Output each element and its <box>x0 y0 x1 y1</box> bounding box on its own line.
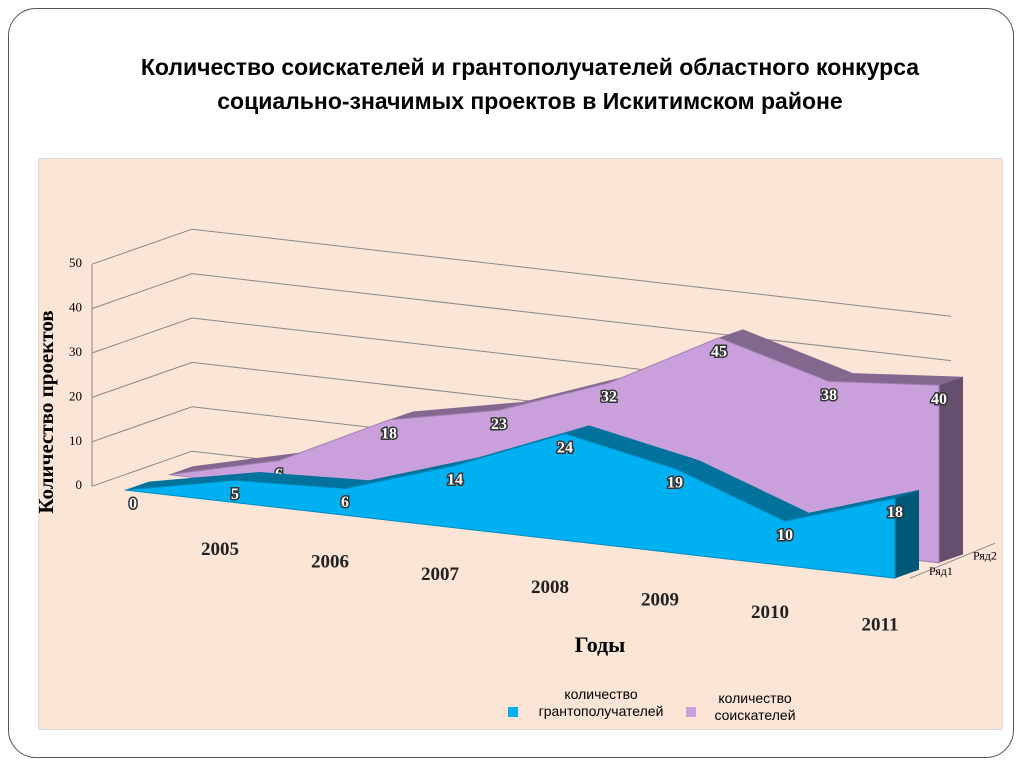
data-label: 18 <box>887 504 903 521</box>
area-top <box>345 457 479 489</box>
area-top <box>169 452 303 475</box>
data-label: 32 <box>601 389 617 406</box>
y-tick-label: 10 <box>69 433 82 448</box>
x-tick-label: 2009 <box>641 589 679 610</box>
data-label: 5 <box>231 486 239 503</box>
area-side <box>939 376 963 563</box>
y-tick-label: 20 <box>69 388 82 403</box>
area-side <box>895 489 919 579</box>
area <box>124 433 896 579</box>
y-tick-label: 40 <box>69 300 82 315</box>
area-top <box>785 489 919 522</box>
area-top <box>125 472 259 490</box>
legend-swatch <box>508 707 518 717</box>
x-tick-label: 2005 <box>201 539 239 560</box>
x-tick-label: 2011 <box>862 615 899 636</box>
data-label: 10 <box>777 527 793 544</box>
depth-label: Ряд2 <box>973 548 997 562</box>
y-axis-title: Количество проектов <box>34 310 58 513</box>
depth-label: Ряд1 <box>929 564 953 578</box>
area-top <box>565 425 699 469</box>
slide-frame <box>8 8 1014 758</box>
data-label: 45 <box>711 343 727 360</box>
data-label: 18 <box>381 426 397 443</box>
legend-swatch <box>686 707 696 717</box>
area-top <box>719 329 853 382</box>
chart-title: Количество соискателей и грантополучател… <box>140 54 920 114</box>
data-label: 24 <box>557 440 573 457</box>
data-label: 19 <box>667 474 683 491</box>
data-label: 6 <box>341 494 349 511</box>
data-label: 40 <box>931 391 947 408</box>
x-tick-label: 2007 <box>421 564 460 585</box>
y-tick-label: 30 <box>69 344 82 359</box>
area-top <box>499 374 633 411</box>
depth-axis <box>909 542 996 579</box>
grid-line <box>91 228 952 317</box>
x-tick-label: 2010 <box>751 602 789 623</box>
x-tick-label: 2008 <box>531 577 569 598</box>
data-label: 38 <box>821 387 837 404</box>
x-axis-title: Годы <box>575 632 626 657</box>
area-top <box>389 401 523 420</box>
area-top <box>235 472 369 489</box>
y-tick-label: 0 <box>76 477 83 492</box>
legend-label: количество соискателей <box>714 690 796 723</box>
grid-line <box>91 273 952 362</box>
y-tick-label: 50 <box>69 255 82 270</box>
legend-label: количество грантополучателей <box>538 686 664 719</box>
data-label: 0 <box>129 496 137 513</box>
data-label: 23 <box>491 416 507 433</box>
x-tick-label: 2006 <box>311 552 349 573</box>
data-label: 14 <box>447 471 463 488</box>
area-top <box>675 460 809 522</box>
